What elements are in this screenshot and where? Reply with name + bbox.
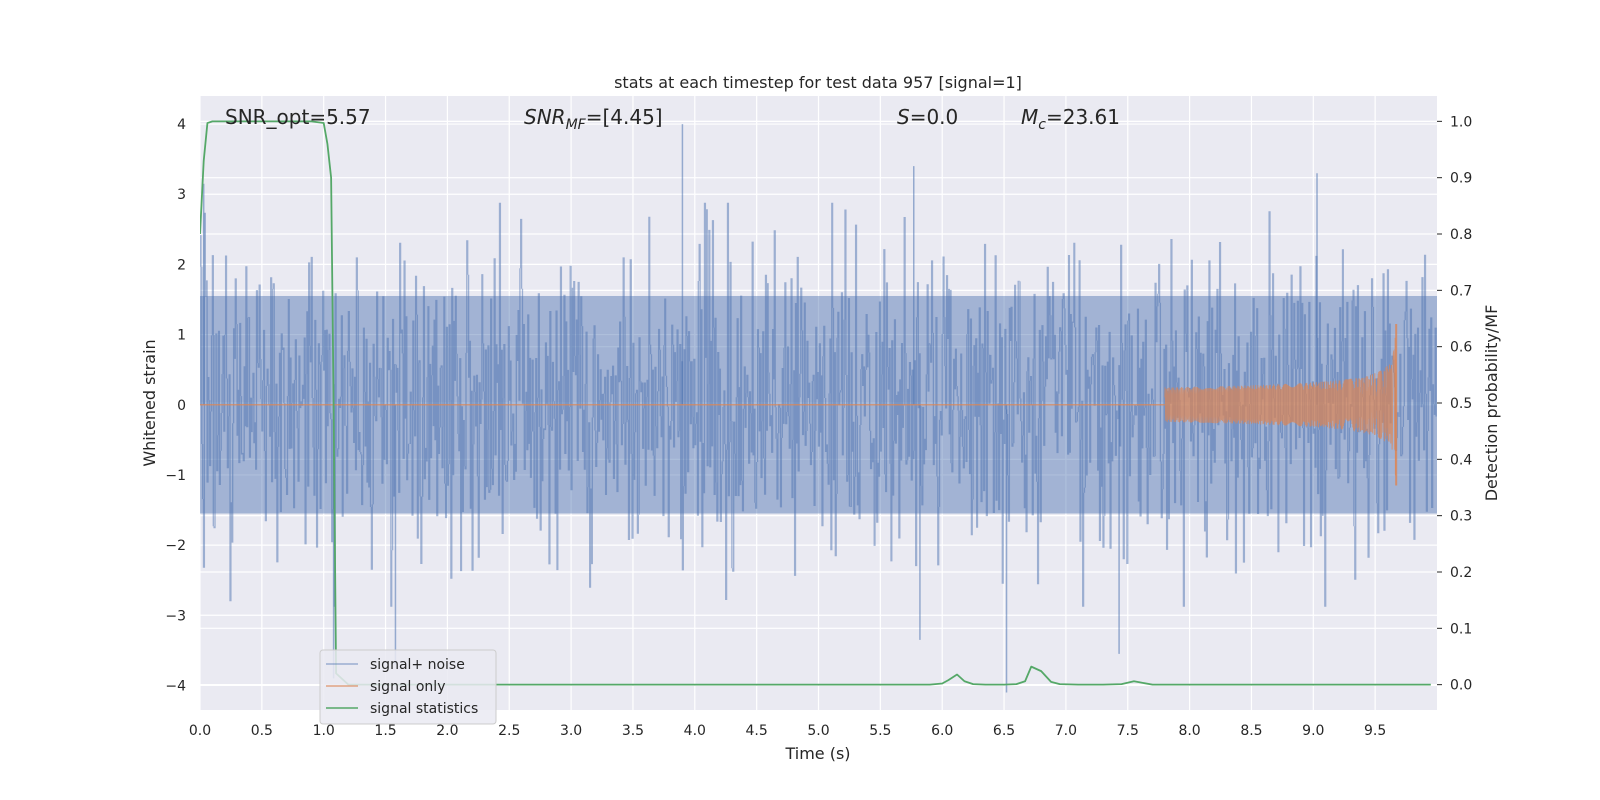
x-tick-label: 3.0	[560, 723, 582, 739]
legend-label-signal-plus-noise: signal+ noise	[370, 657, 465, 673]
legend-label-signal-only: signal only	[370, 679, 445, 695]
y2-tick-label: 0.4	[1450, 452, 1472, 468]
y2-tick-label: 0.9	[1450, 171, 1472, 187]
x-tick-label: 2.5	[498, 723, 520, 739]
x-tick-label: 6.0	[931, 723, 953, 739]
x-tick-label: 5.5	[869, 723, 891, 739]
x-tick-label: 8.5	[1240, 723, 1262, 739]
y2-axis-label: Detection probability/MF	[1482, 305, 1501, 502]
x-tick-label: 8.0	[1178, 723, 1200, 739]
x-axis-label: Time (s)	[784, 744, 850, 763]
annotation-mc: Mc=23.61	[1021, 105, 1120, 133]
x-tick-label: 7.5	[1117, 723, 1139, 739]
y2-tick-label: 0.6	[1450, 340, 1472, 356]
y2-tick-label: 0.8	[1450, 227, 1472, 243]
y-tick-label: 4	[177, 117, 186, 133]
y-tick-label: −2	[165, 538, 186, 554]
y-tick-label: −1	[165, 468, 186, 484]
y-tick-label: −4	[165, 678, 186, 694]
y2-tick-label: 0.2	[1450, 565, 1472, 581]
y-tick-label: −3	[165, 608, 186, 624]
x-tick-label: 5.0	[807, 723, 829, 739]
x-tick-label: 0.5	[251, 723, 273, 739]
chart-title: stats at each timestep for test data 957…	[614, 73, 1022, 92]
y2-tick-label: 0.5	[1450, 396, 1472, 412]
y2-tick-label: 0.0	[1450, 678, 1472, 694]
y2-tick-label: 1.0	[1450, 114, 1472, 130]
x-tick-label: 4.5	[746, 723, 768, 739]
series-signal-statistics	[200, 120, 1431, 686]
y2-tick-label: 0.7	[1450, 283, 1472, 299]
y-tick-label: 3	[177, 187, 186, 203]
x-tick-label: 9.5	[1364, 723, 1386, 739]
legend: signal+ noise signal only signal statist…	[319, 649, 497, 725]
annotation-snr-mf: SNRMF=[4.45]	[524, 105, 663, 133]
x-tick-label: 6.5	[993, 723, 1015, 739]
x-tick-label: 1.5	[374, 723, 396, 739]
x-tick-label: 3.5	[622, 723, 644, 739]
x-tick-label: 2.0	[436, 723, 458, 739]
y-tick-label: 1	[177, 328, 186, 344]
x-tick-label: 0.0	[189, 723, 211, 739]
y2-tick-label: 0.1	[1450, 621, 1472, 637]
y2-tick-label: 0.3	[1450, 509, 1472, 525]
x-tick-label: 1.0	[313, 723, 335, 739]
y-tick-label: 0	[177, 398, 186, 414]
legend-box	[319, 649, 497, 725]
y-axis-label: Whitened strain	[140, 339, 159, 466]
y-tick-label: 2	[177, 257, 186, 273]
x-tick-label: 4.0	[684, 723, 706, 739]
series-signal-only	[200, 324, 1398, 486]
annotation-snr-opt: SNR_opt=5.57	[225, 105, 371, 129]
chirp-trace	[1164, 337, 1397, 476]
legend-label-signal-statistics: signal statistics	[370, 701, 478, 717]
tick-labels: 0.0 0.5 1.0 1.5 2.0 2.5 3.0 3.5 4.0 4.5 5.0 5.5 6.0 6…	[165, 114, 1472, 739]
annotation-s: S=0.0	[897, 105, 958, 129]
x-tick-label: 7.0	[1055, 723, 1077, 739]
statistics-line	[200, 120, 1431, 686]
x-tick-label: 9.0	[1302, 723, 1324, 739]
